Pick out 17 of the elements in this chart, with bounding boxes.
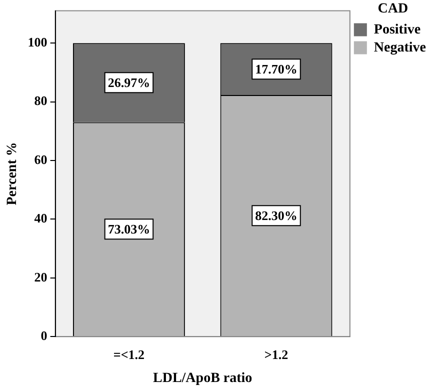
x-tick-label: >1.2 — [264, 346, 288, 362]
y-tick-label: 100 — [28, 34, 48, 50]
legend-label: Positive — [374, 22, 421, 38]
y-tick-label: 40 — [34, 210, 48, 226]
data-label: 82.30% — [255, 208, 298, 223]
y-tick-label: 20 — [34, 269, 48, 284]
y-tick-label: 0 — [40, 328, 48, 343]
x-tick-label: =<1.2 — [113, 346, 144, 362]
legend-title: CAD — [378, 2, 408, 17]
data-label: 17.70% — [255, 61, 298, 76]
y-tick-label: 60 — [34, 152, 48, 167]
data-label: 26.97% — [108, 75, 150, 90]
legend-label: Negative — [374, 40, 426, 56]
x-axis-title: LDL/ApoB ratio — [153, 371, 252, 386]
y-axis-title: Percent % — [5, 142, 20, 206]
y-tick-label: 80 — [34, 93, 48, 108]
data-label: 73.03% — [108, 222, 150, 237]
